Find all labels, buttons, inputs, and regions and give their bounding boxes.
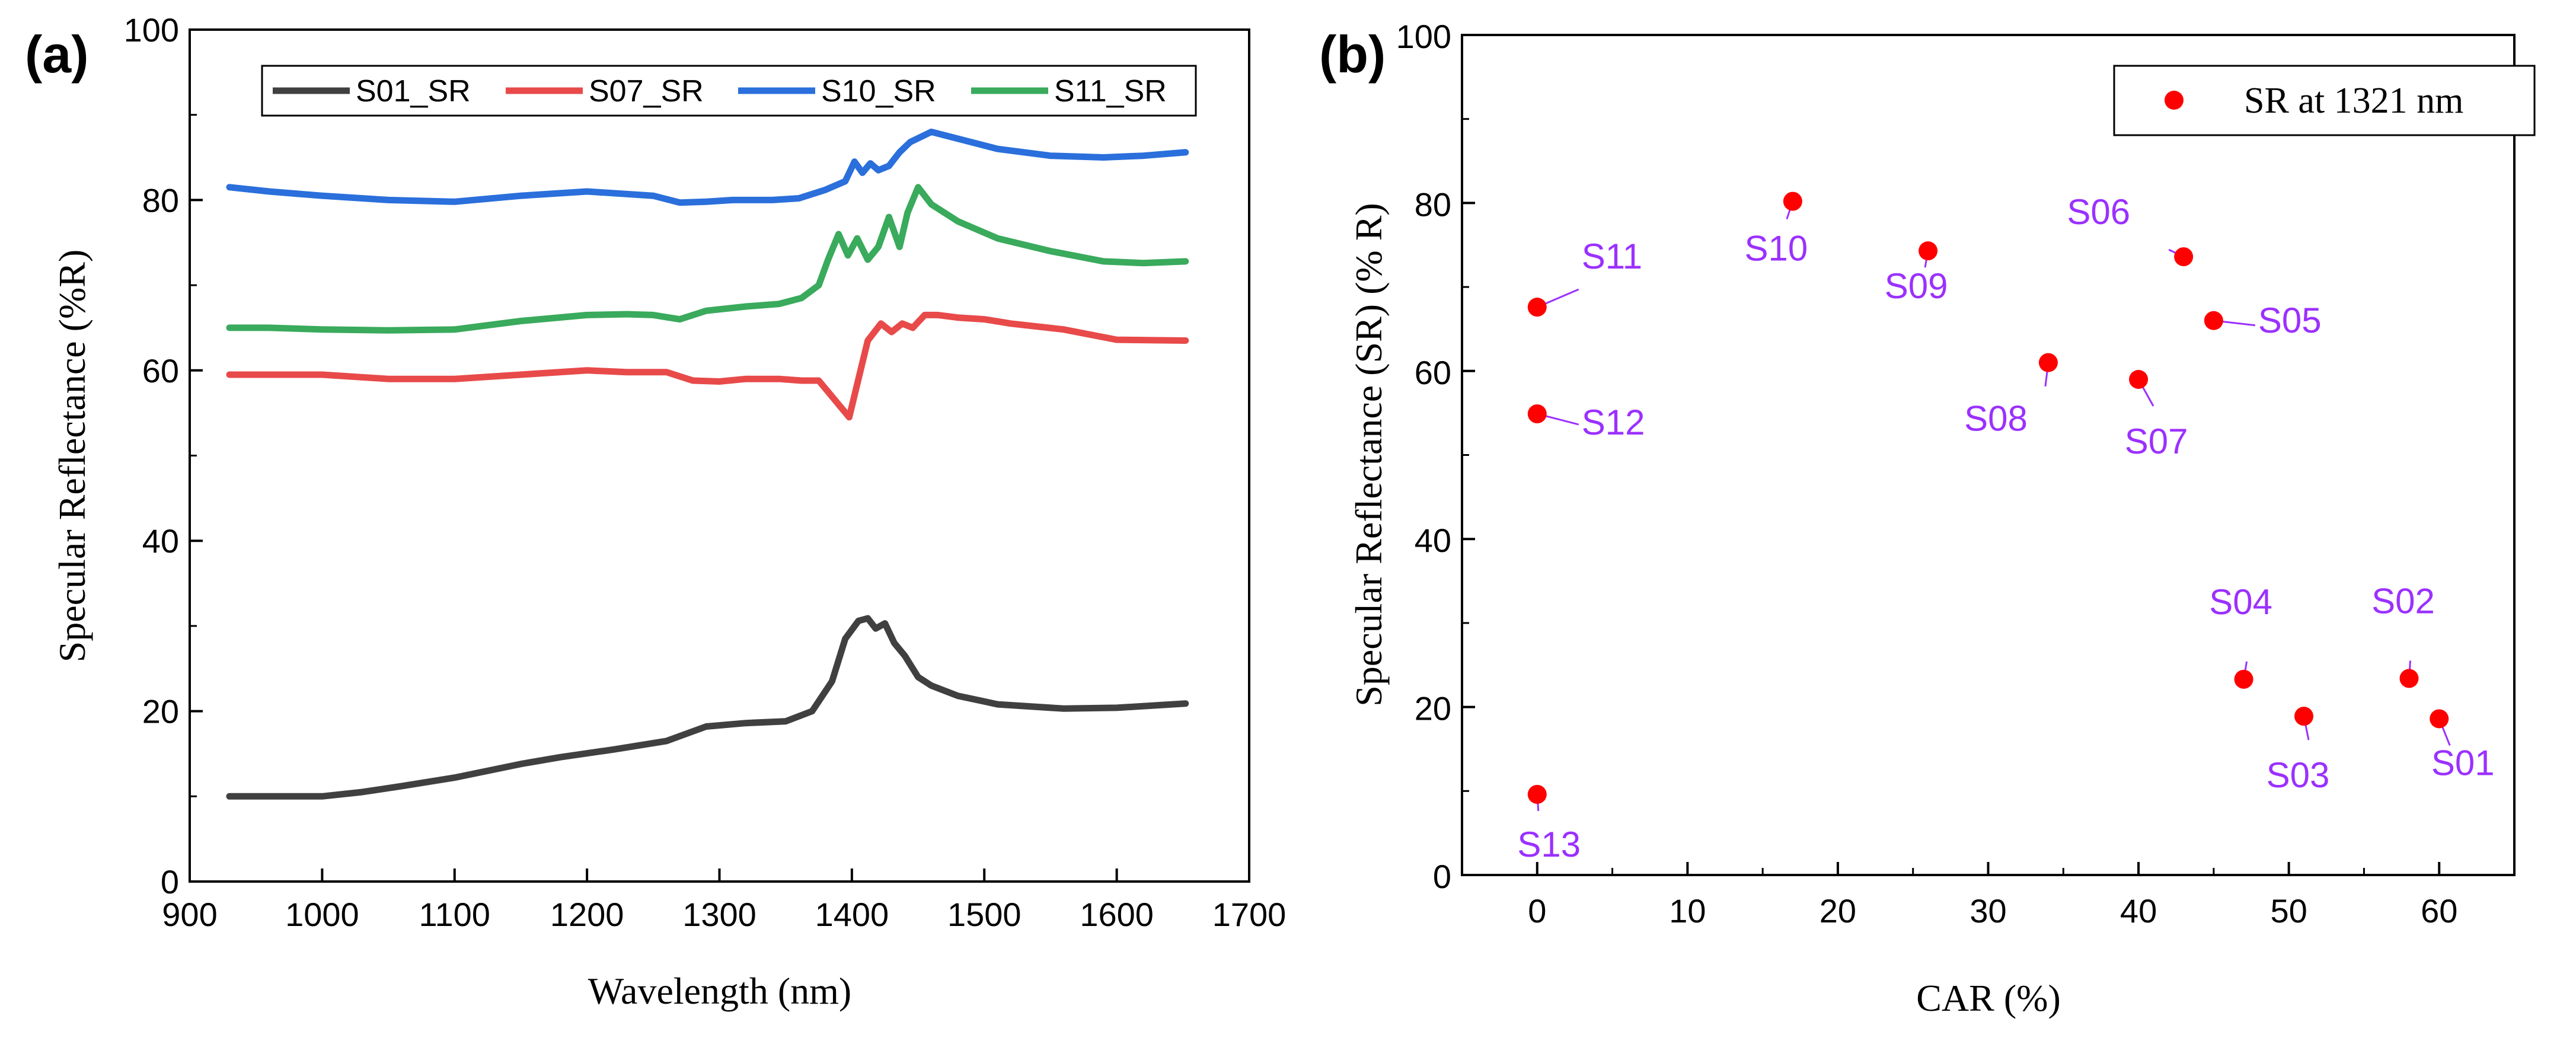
legend-label-a: S10_SR bbox=[821, 74, 936, 108]
point-label-s04: S04 bbox=[2209, 582, 2272, 622]
y-tick-label-a: 40 bbox=[142, 522, 179, 560]
data-point-s11 bbox=[1527, 298, 1547, 317]
y-tick-label-b: 100 bbox=[1396, 18, 1451, 55]
x-tick-label-a: 1000 bbox=[285, 896, 359, 933]
x-tick-label-a: 1100 bbox=[419, 896, 490, 933]
series-group-b: S01 S02 S03 S04 S05 S06 S07 S08 S09 S10 S11 S12 S13 bbox=[1517, 191, 2495, 864]
data-point-s05 bbox=[2204, 311, 2223, 330]
y-tick-label-a: 20 bbox=[142, 693, 179, 730]
x-tick-label-b: 40 bbox=[2120, 892, 2157, 930]
panel-label-b: (b) bbox=[1319, 25, 1386, 84]
point-label-s02: S02 bbox=[2371, 581, 2435, 621]
legend-label-b: SR at 1321 nm bbox=[2244, 81, 2463, 121]
x-tick-label-b: 10 bbox=[1669, 892, 1706, 930]
y-tick-label-b: 80 bbox=[1415, 186, 1451, 223]
plot-frame-b bbox=[1461, 34, 2516, 876]
data-point-s01 bbox=[2430, 709, 2449, 729]
y-tick-label-b: 60 bbox=[1415, 354, 1451, 391]
y-axis-label-a: Specular Reflectance (%R) bbox=[51, 250, 93, 663]
point-label-s05: S05 bbox=[2258, 301, 2322, 340]
chart-a: 900 1000 1100 1200 1300 1400 1500 1600 1700 0 20 40… bbox=[51, 11, 1286, 1012]
data-point-s03 bbox=[2294, 707, 2313, 726]
point-label-s01: S01 bbox=[2431, 743, 2495, 783]
tick-group-a: 900 1000 1100 1200 1300 1400 1500 1600 1700 0 20 40… bbox=[124, 11, 1287, 933]
y-axis-label-b: Specular Reflectance (SR) (% R) bbox=[1348, 203, 1390, 706]
x-tick-label-a: 1400 bbox=[815, 896, 889, 933]
series-line-s10-sr bbox=[226, 128, 1189, 206]
data-point-s07 bbox=[2129, 369, 2149, 389]
legend-label-a: S07_SR bbox=[589, 74, 704, 108]
x-tick-label-a: 1600 bbox=[1080, 896, 1154, 933]
x-tick-label-a: 1200 bbox=[550, 896, 624, 933]
point-label-s07: S07 bbox=[2125, 421, 2188, 461]
legend-marker-b bbox=[2165, 91, 2184, 110]
point-label-s13: S13 bbox=[1517, 825, 1581, 864]
y-tick-label-a: 0 bbox=[161, 863, 179, 901]
x-tick-label-a: 1300 bbox=[682, 896, 756, 933]
x-tick-label-b: 60 bbox=[2421, 892, 2457, 930]
y-tick-label-b: 20 bbox=[1415, 690, 1451, 727]
y-tick-label-a: 60 bbox=[142, 352, 179, 389]
panel-label-a: (a) bbox=[25, 25, 89, 84]
point-label-s12: S12 bbox=[1582, 403, 1645, 442]
point-label-s09: S09 bbox=[1885, 266, 1948, 306]
legend-label-a: S01_SR bbox=[356, 74, 471, 108]
data-point-s10 bbox=[1783, 191, 1802, 211]
series-line-s01-sr bbox=[226, 615, 1189, 800]
data-point-s13 bbox=[1527, 784, 1547, 804]
data-point-s09 bbox=[1919, 241, 1938, 261]
point-label-s10: S10 bbox=[1744, 229, 1808, 269]
x-axis-label-a: Wavelength (nm) bbox=[588, 970, 851, 1012]
legend-frame-b bbox=[2113, 65, 2536, 136]
x-tick-label-a: 900 bbox=[162, 896, 217, 933]
x-axis-label-b: CAR (%) bbox=[1916, 977, 2061, 1019]
series-line-s07-sr bbox=[226, 311, 1189, 421]
series-group-a bbox=[226, 128, 1189, 800]
point-label-s06: S06 bbox=[2067, 192, 2130, 232]
y-tick-label-a: 80 bbox=[142, 181, 179, 219]
legend-label-a: S11_SR bbox=[1054, 74, 1167, 108]
data-point-s12 bbox=[1527, 404, 1547, 424]
x-tick-label-b: 30 bbox=[1969, 892, 2006, 930]
x-tick-label-b: 50 bbox=[2270, 892, 2307, 930]
x-tick-label-b: 0 bbox=[1528, 892, 1546, 930]
y-tick-label-b: 0 bbox=[1433, 858, 1451, 895]
point-label-s11: S11 bbox=[1582, 237, 1642, 276]
legend-b: SR at 1321 nm bbox=[2113, 65, 2536, 136]
y-tick-label-b: 40 bbox=[1415, 522, 1451, 559]
x-tick-label-a: 1500 bbox=[947, 896, 1022, 933]
data-point-s02 bbox=[2399, 669, 2419, 688]
x-tick-label-a: 1700 bbox=[1212, 896, 1287, 933]
y-tick-label-a: 100 bbox=[124, 11, 179, 49]
data-point-s08 bbox=[2038, 353, 2058, 372]
x-tick-label-b: 20 bbox=[1820, 892, 1856, 930]
point-label-s08: S08 bbox=[1964, 399, 2028, 439]
tick-group-b: 0 10 20 30 40 50 60 0 20 40 60 80 100 bbox=[1396, 18, 2516, 930]
data-point-s04 bbox=[2234, 669, 2253, 689]
data-point-s06 bbox=[2174, 247, 2194, 267]
point-label-s03: S03 bbox=[2267, 755, 2330, 795]
legend-a: S01_SR S07_SR S10_SR S11_SR bbox=[261, 65, 1197, 117]
series-line-s11-sr bbox=[226, 184, 1189, 334]
